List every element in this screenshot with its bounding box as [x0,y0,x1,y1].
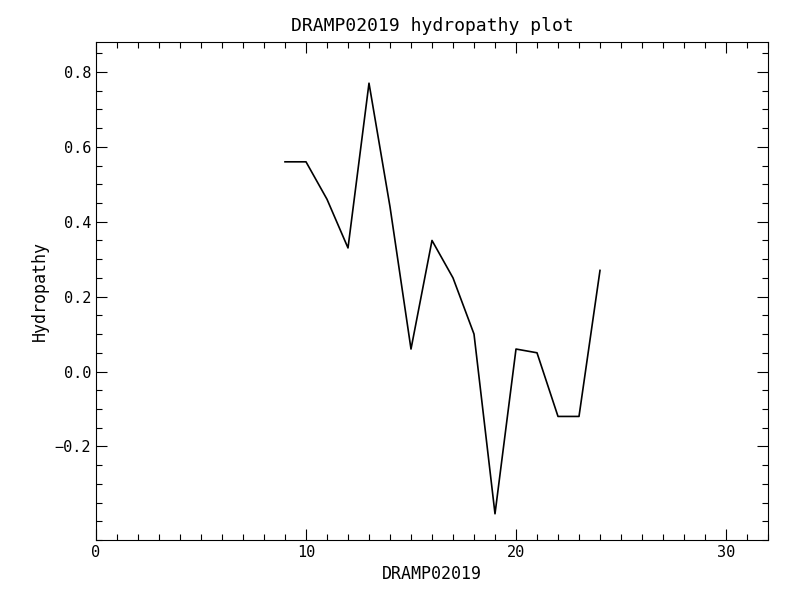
X-axis label: DRAMP02019: DRAMP02019 [382,565,482,583]
Y-axis label: Hydropathy: Hydropathy [31,241,49,341]
Title: DRAMP02019 hydropathy plot: DRAMP02019 hydropathy plot [290,17,574,35]
